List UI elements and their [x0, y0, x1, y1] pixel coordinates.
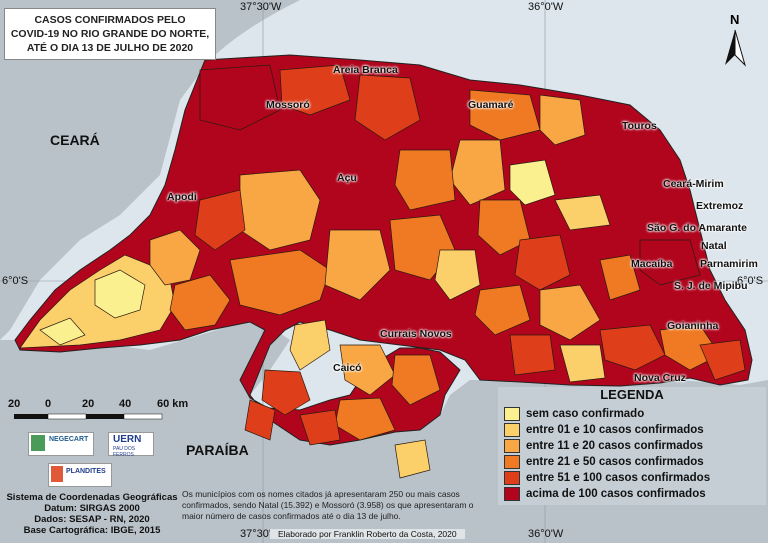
coord-right-lat: 6°0'S — [737, 275, 764, 287]
legend-item: acima de 100 casos confirmados — [504, 486, 706, 501]
city-acu: Açu — [337, 172, 357, 184]
legend: LEGENDA sem caso confirmado entre 01 e 1… — [498, 387, 766, 505]
negecart-logo-text: NEGECART — [49, 436, 89, 443]
author-credit: Elaborado por Franklin Roberto da Costa,… — [270, 529, 465, 539]
state-paraiba: PARAÍBA — [186, 442, 249, 458]
title-line-2: COVID-19 NO RIO GRANDE DO NORTE, — [10, 28, 210, 40]
legend-swatch — [504, 406, 520, 421]
legend-swatch — [504, 454, 520, 469]
map-title: CASOS CONFIRMADOS PELO COVID-19 NO RIO G… — [4, 8, 216, 60]
coord-top-right: 36°0'W — [528, 1, 564, 13]
scale-bar — [14, 413, 163, 420]
city-goianinha: Goianinha — [667, 320, 719, 332]
uern-logo: UERN PAU DOS FERROS — [108, 432, 154, 458]
credit-line-3: Dados: SESAP - RN, 2020 — [34, 514, 150, 525]
legend-item: entre 21 e 50 casos confirmados — [504, 454, 704, 469]
legend-swatch — [504, 438, 520, 453]
legend-label: entre 21 e 50 casos confirmados — [526, 455, 704, 468]
plandites-logo-icon — [51, 466, 63, 482]
city-natal: Natal — [701, 240, 727, 252]
city-caico: Caicó — [333, 362, 362, 374]
scale-label-0: 0 — [45, 398, 52, 410]
negecart-logo-icon — [31, 435, 45, 451]
north-label: N — [730, 12, 740, 27]
legend-item: entre 11 e 20 casos confirmados — [504, 438, 703, 453]
legend-item: entre 51 e 100 casos confirmados — [504, 470, 710, 485]
city-apodi: Apodi — [167, 191, 197, 203]
plandites-logo: PLANDITES — [48, 463, 112, 487]
legend-label: acima de 100 casos confirmados — [526, 487, 706, 500]
credit-line-4: Base Cartográfica: IBGE, 2015 — [23, 525, 161, 536]
title-line-3: ATÉ O DIA 13 DE JULHO DE 2020 — [26, 42, 194, 54]
city-extremoz: Extremoz — [696, 200, 744, 212]
city-sao-goncalo: São G. do Amarante — [647, 222, 747, 234]
negecart-logo: NEGECART — [28, 432, 94, 456]
coord-top-left: 37°30'W — [240, 1, 282, 13]
state-ceara: CEARÁ — [50, 132, 100, 148]
legend-title: LEGENDA — [600, 387, 664, 402]
city-nova-cruz: Nova Cruz — [634, 372, 686, 384]
scale-label-40: 40 — [119, 398, 132, 410]
legend-item: entre 01 e 10 casos confirmados — [504, 422, 704, 437]
city-currais-novos: Currais Novos — [380, 328, 452, 340]
city-parnamirim: Parnamirim — [700, 258, 758, 270]
legend-label: sem caso confirmado — [526, 407, 645, 420]
plandites-logo-text: PLANDITES — [66, 468, 106, 475]
city-areia-branca: Areia Branca — [333, 64, 398, 76]
city-macaiba: Macaíba — [631, 258, 673, 270]
ceara-land — [0, 0, 300, 340]
footnote: Os municípios com os nomes citados já ap… — [182, 489, 474, 521]
credit-line-2: Datum: SIRGAS 2000 — [44, 503, 140, 514]
city-guamare: Guamaré — [468, 99, 514, 111]
scale-label-20: 20 — [82, 398, 95, 410]
credits-block: Sistema de Coordenadas Geográficas Datum… — [2, 492, 182, 536]
legend-label: entre 51 e 100 casos confirmados — [526, 471, 711, 484]
legend-swatch — [504, 422, 520, 437]
title-line-1: CASOS CONFIRMADOS PELO — [34, 14, 186, 26]
city-sjm: S. J. de Mipibu — [674, 280, 748, 292]
legend-swatch — [504, 470, 520, 485]
uern-logo-text: UERN — [113, 434, 142, 445]
coord-bottom-right: 36°0'W — [528, 528, 564, 540]
scale-label-60: 60 km — [157, 398, 189, 410]
city-ceara-mirim: Ceará-Mirim — [663, 178, 724, 190]
municipality-patches — [19, 64, 746, 479]
legend-item: sem caso confirmado — [504, 406, 644, 421]
scale-label-20-left: 20 — [8, 398, 21, 410]
credit-line-1: Sistema de Coordenadas Geográficas — [6, 492, 178, 503]
legend-label: entre 11 e 20 casos confirmados — [526, 439, 704, 452]
north-arrow-icon — [725, 29, 747, 67]
coord-left-lat: 6°0'S — [2, 275, 29, 287]
legend-swatch — [504, 486, 520, 501]
city-mossoro: Mossoró — [266, 99, 310, 111]
legend-label: entre 01 e 10 casos confirmados — [526, 423, 704, 436]
uern-logo-sub: PAU DOS FERROS — [113, 446, 136, 458]
city-touros: Touros — [622, 120, 657, 132]
